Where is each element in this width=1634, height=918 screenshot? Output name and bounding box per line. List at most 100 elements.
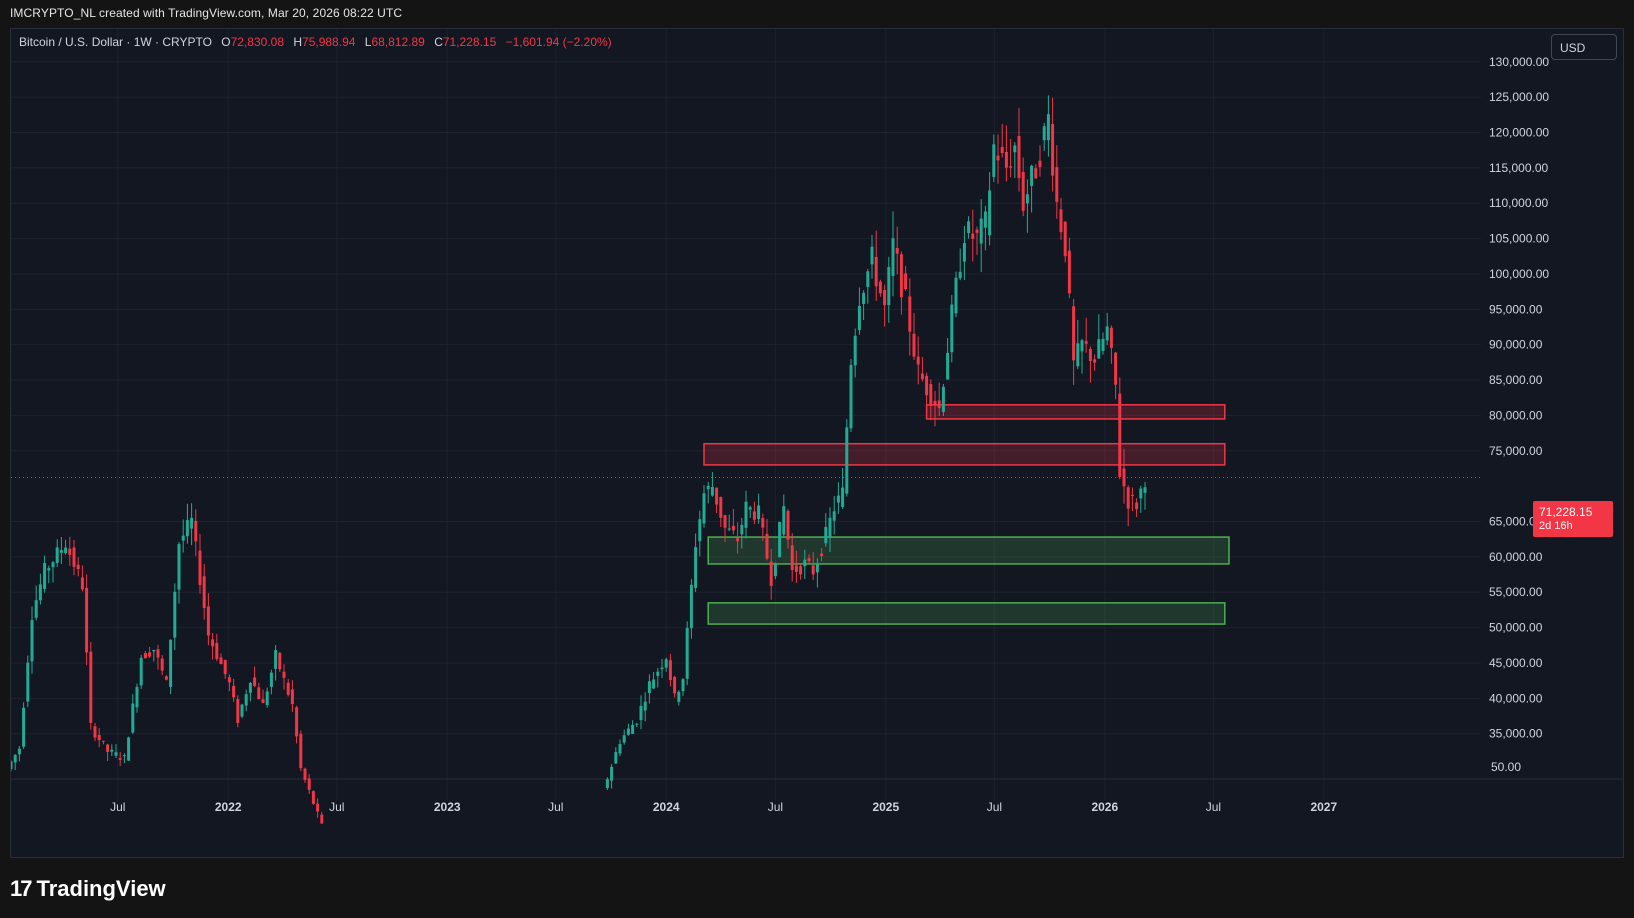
candle-body[interactable] xyxy=(1135,502,1139,509)
candle-body[interactable] xyxy=(681,679,685,692)
candle-body[interactable] xyxy=(866,271,870,287)
candle-body[interactable] xyxy=(656,671,660,676)
candle-body[interactable] xyxy=(1093,359,1097,363)
candle-body[interactable] xyxy=(1101,338,1105,351)
candle-body[interactable] xyxy=(925,375,929,396)
candle-body[interactable] xyxy=(748,507,752,510)
candle-body[interactable] xyxy=(736,538,740,542)
candle-body[interactable] xyxy=(1084,341,1088,344)
candle-body[interactable] xyxy=(1076,343,1080,367)
candle-body[interactable] xyxy=(202,576,206,609)
candle-body[interactable] xyxy=(639,705,643,721)
candle-body[interactable] xyxy=(68,548,72,555)
candle-body[interactable] xyxy=(173,591,177,638)
candle-body[interactable] xyxy=(38,584,42,601)
candle-body[interactable] xyxy=(47,568,51,571)
candle-body[interactable] xyxy=(870,246,874,265)
candle-body[interactable] xyxy=(295,707,299,737)
candle-body[interactable] xyxy=(1013,145,1017,153)
candle-body[interactable] xyxy=(702,493,706,524)
candle-body[interactable] xyxy=(206,606,210,636)
candle-body[interactable] xyxy=(131,703,135,733)
candle-body[interactable] xyxy=(51,562,55,568)
candle-body[interactable] xyxy=(710,487,714,496)
candle-body[interactable] xyxy=(307,778,311,790)
candle-body[interactable] xyxy=(286,682,290,695)
candle-body[interactable] xyxy=(668,660,672,681)
candle-body[interactable] xyxy=(55,547,59,564)
candle-body[interactable] xyxy=(841,487,845,507)
candle-body[interactable] xyxy=(807,558,811,561)
candle-body[interactable] xyxy=(996,155,1000,161)
candle-body[interactable] xyxy=(127,737,131,761)
candle-body[interactable] xyxy=(72,547,76,567)
support-zone-2[interactable] xyxy=(707,536,1230,565)
candle-body[interactable] xyxy=(1105,326,1109,341)
candle-body[interactable] xyxy=(1139,488,1143,499)
candle-body[interactable] xyxy=(605,779,609,789)
candle-body[interactable] xyxy=(11,761,13,770)
candle-body[interactable] xyxy=(85,587,89,653)
candle-body[interactable] xyxy=(1055,167,1059,202)
candle-body[interactable] xyxy=(110,749,114,752)
chart-panel[interactable]: 130,000.00 125,000.00 120,000.00 115,000.00… xyxy=(10,28,1624,858)
candle-body[interactable] xyxy=(118,758,122,760)
candle-body[interactable] xyxy=(1059,209,1063,233)
candle-body[interactable] xyxy=(1009,166,1013,168)
candle-body[interactable] xyxy=(769,561,773,586)
candle-body[interactable] xyxy=(253,677,257,686)
candle-body[interactable] xyxy=(303,768,307,780)
candle-body[interactable] xyxy=(164,676,168,680)
candle-body[interactable] xyxy=(824,527,828,544)
candle-body[interactable] xyxy=(59,550,63,553)
candle-body[interactable] xyxy=(93,726,97,738)
candle-body[interactable] xyxy=(694,547,698,588)
candle-body[interactable] xyxy=(1126,487,1130,509)
candle-body[interactable] xyxy=(727,528,731,530)
resistance-zone-0[interactable] xyxy=(925,404,1226,420)
candle-body[interactable] xyxy=(265,691,269,706)
candle-body[interactable] xyxy=(744,501,748,528)
candle-body[interactable] xyxy=(862,292,866,305)
candle-body[interactable] xyxy=(215,642,219,660)
candle-body[interactable] xyxy=(1017,135,1021,179)
resistance-zone-1[interactable] xyxy=(703,442,1226,466)
candle-body[interactable] xyxy=(782,506,786,535)
candle-body[interactable] xyxy=(114,752,118,756)
candle-body[interactable] xyxy=(853,335,857,366)
symbol-title[interactable]: Bitcoin / U.S. Dollar · 1W · CRYPTO xyxy=(19,35,212,49)
candle-body[interactable] xyxy=(274,650,278,669)
candle-body[interactable] xyxy=(685,627,689,679)
candle-body[interactable] xyxy=(929,384,933,406)
candle-body[interactable] xyxy=(97,734,101,741)
candle-body[interactable] xyxy=(1046,114,1050,141)
candle-body[interactable] xyxy=(828,517,832,538)
candle-body[interactable] xyxy=(22,707,26,747)
candle-body[interactable] xyxy=(1097,339,1101,359)
candle-body[interactable] xyxy=(1130,494,1134,496)
candle-body[interactable] xyxy=(803,559,807,567)
candle-body[interactable] xyxy=(152,649,156,652)
candle-body[interactable] xyxy=(992,144,996,177)
candle-body[interactable] xyxy=(752,511,756,520)
candle-body[interactable] xyxy=(647,681,651,694)
candle-body[interactable] xyxy=(904,273,908,290)
candle-body[interactable] xyxy=(723,515,727,528)
candle-body[interactable] xyxy=(76,564,80,570)
candle-body[interactable] xyxy=(1000,146,1004,154)
candle-body[interactable] xyxy=(967,221,971,234)
candle-body[interactable] xyxy=(790,545,794,570)
candle-body[interactable] xyxy=(652,679,656,689)
candle-body[interactable] xyxy=(64,547,68,554)
candle-body[interactable] xyxy=(101,740,105,742)
candle-body[interactable] xyxy=(786,510,790,540)
candle-body[interactable] xyxy=(740,524,744,535)
candle-body[interactable] xyxy=(227,677,231,683)
candle-body[interactable] xyxy=(988,190,992,236)
candle-body[interactable] xyxy=(1021,171,1025,211)
candle-body[interactable] xyxy=(139,657,143,686)
support-zone-3[interactable] xyxy=(707,602,1226,625)
candle-body[interactable] xyxy=(1114,352,1118,385)
candle-body[interactable] xyxy=(244,694,248,706)
candle-body[interactable] xyxy=(635,723,639,725)
